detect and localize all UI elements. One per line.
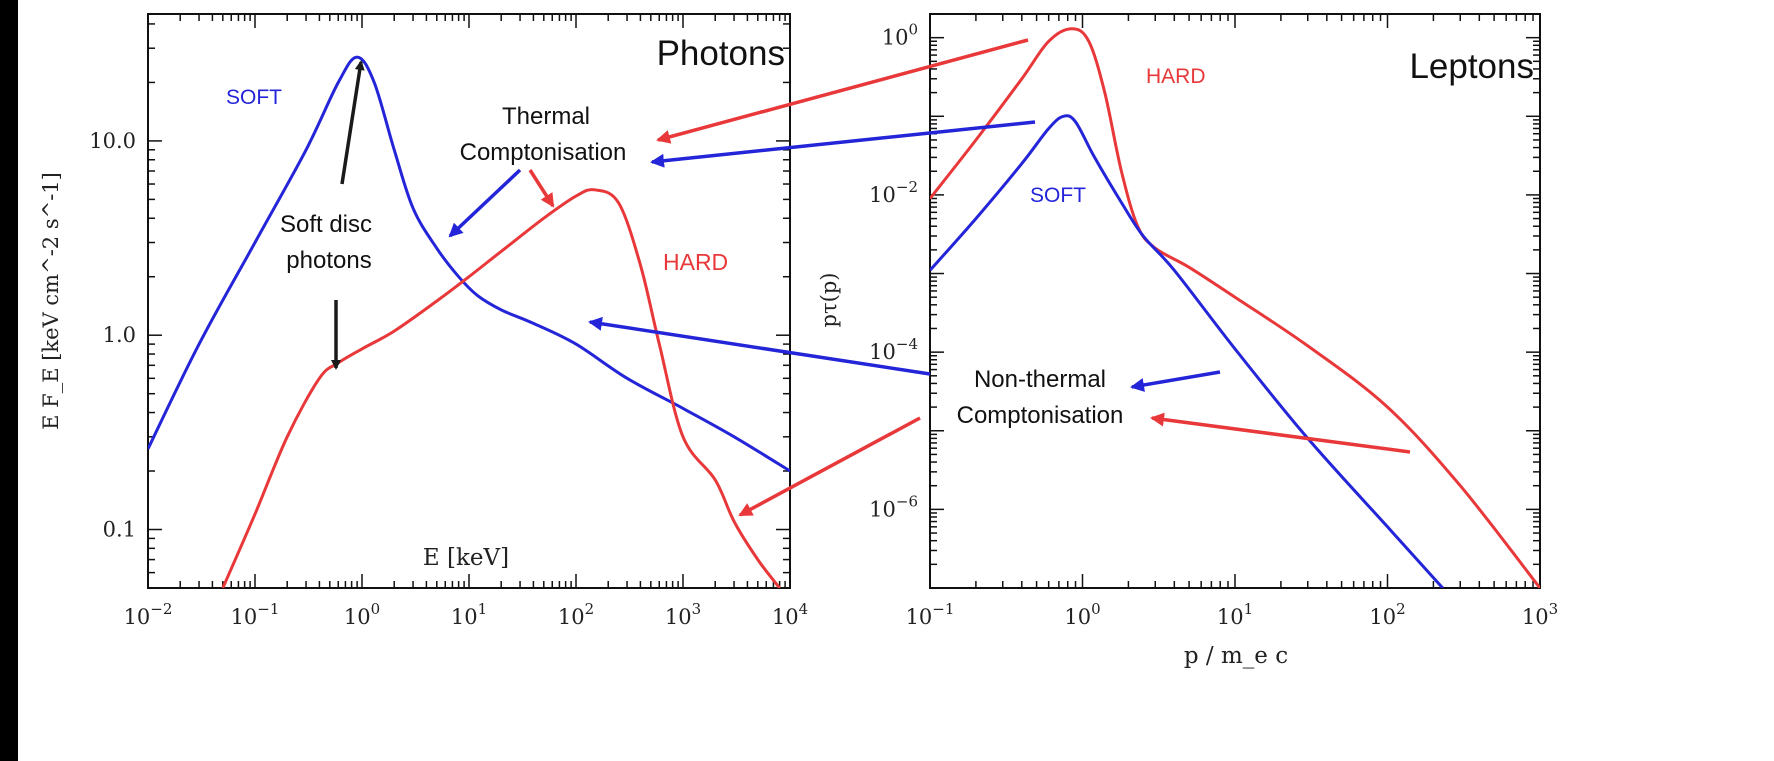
photons-x-tick-label: 103	[665, 600, 701, 629]
photons-hard-series-line	[221, 188, 781, 588]
thermal-arrow-from-hard-leptons	[656, 38, 1029, 144]
photons-panel-title: Photons	[657, 34, 785, 73]
photons-x-tick-label: 101	[451, 600, 487, 629]
leptons-y-axis-label: pτ(p)	[817, 273, 841, 328]
leptons-y-tick-label: 10−4	[869, 335, 918, 364]
photons-y-tick-label: 1.0	[103, 323, 136, 347]
photons-x-tick-label: 10−2	[124, 600, 173, 629]
leptons-x-tick-label: 10−1	[906, 600, 955, 629]
photons-soft-label: SOFT	[226, 86, 282, 109]
leptons-x-axis-label: p / m_e c	[1184, 643, 1288, 669]
photons-hard-label: HARD	[663, 249, 728, 275]
photons-x-tick-label: 10−1	[231, 600, 280, 629]
leptons-panel-title: Leptons	[1409, 47, 1534, 86]
annotations: Thermal Comptonisation Non-thermal Compt…	[280, 38, 1411, 517]
thermal-label-line2: Comptonisation	[460, 139, 627, 166]
photons-y-tick-labels: 0.1 1.0 10.0	[89, 129, 136, 542]
photons-x-tick-label: 100	[344, 600, 380, 629]
leptons-x-tick-label: 101	[1217, 600, 1253, 629]
nonthermal-label-line2: Comptonisation	[957, 402, 1124, 429]
photons-x-axis-label: E [keV]	[423, 545, 509, 571]
photons-ticks	[147, 14, 791, 589]
nonthermal-label-line1: Non-thermal	[974, 366, 1106, 393]
leptons-y-tick-labels: 100 10−2 10−4 10−6	[869, 21, 918, 522]
photons-x-tick-labels: 10−2 10−1 100 101 102 103 104	[124, 600, 809, 629]
leptons-y-tick-label: 10−6	[869, 492, 918, 521]
leptons-x-tick-label: 100	[1064, 600, 1100, 629]
photons-x-tick-label: 104	[772, 600, 808, 629]
nonthermal-arrow-from-soft-leptons	[1130, 370, 1221, 392]
photons-y-axis-label: E F_E [keV cm^-2 s^-1]	[39, 172, 63, 430]
leptons-x-tick-label: 103	[1522, 600, 1558, 629]
nonthermal-arrow-from-hard-leptons	[1150, 412, 1411, 454]
leptons-y-tick-label: 100	[882, 21, 918, 50]
nonthermal-arrow-to-hard-photons	[738, 416, 921, 517]
photons-plot: 10−2 10−1 100 101 102 103 104 0.1 1.0 10.0 Photo…	[39, 13, 809, 629]
thermal-label-line1: Thermal	[502, 103, 590, 130]
soft-disc-label-line1: Soft disc	[280, 211, 372, 238]
nonthermal-arrow-to-soft-photons	[588, 316, 931, 376]
leptons-hard-label: HARD	[1146, 65, 1206, 88]
leptons-ticks	[929, 13, 1541, 589]
soft-disc-arrow-up	[340, 60, 365, 185]
leptons-y-tick-label: 10−2	[869, 178, 918, 207]
thermal-arrow-to-soft-photons	[448, 168, 522, 238]
leptons-x-tick-labels: 10−1 100 101 102 103	[906, 600, 1559, 629]
leptons-soft-series-line	[930, 114, 1444, 588]
photons-soft-series-line	[148, 55, 790, 473]
figure-panel	[18, 0, 1774, 761]
soft-disc-label-line2: photons	[286, 247, 371, 274]
leptons-plot: 10−1 100 101 102 103 100 10−2 10−4 10−6 Leptons…	[817, 13, 1559, 669]
left-black-strip	[0, 0, 18, 761]
photons-y-tick-label: 10.0	[89, 129, 136, 153]
thermal-arrow-from-soft-leptons	[650, 120, 1036, 168]
photons-x-tick-label: 102	[558, 600, 594, 629]
leptons-soft-label: SOFT	[1030, 184, 1086, 207]
photons-y-tick-label: 0.1	[103, 518, 136, 542]
leptons-x-tick-label: 102	[1369, 600, 1405, 629]
thermal-arrow-to-hard-photons	[528, 169, 555, 208]
